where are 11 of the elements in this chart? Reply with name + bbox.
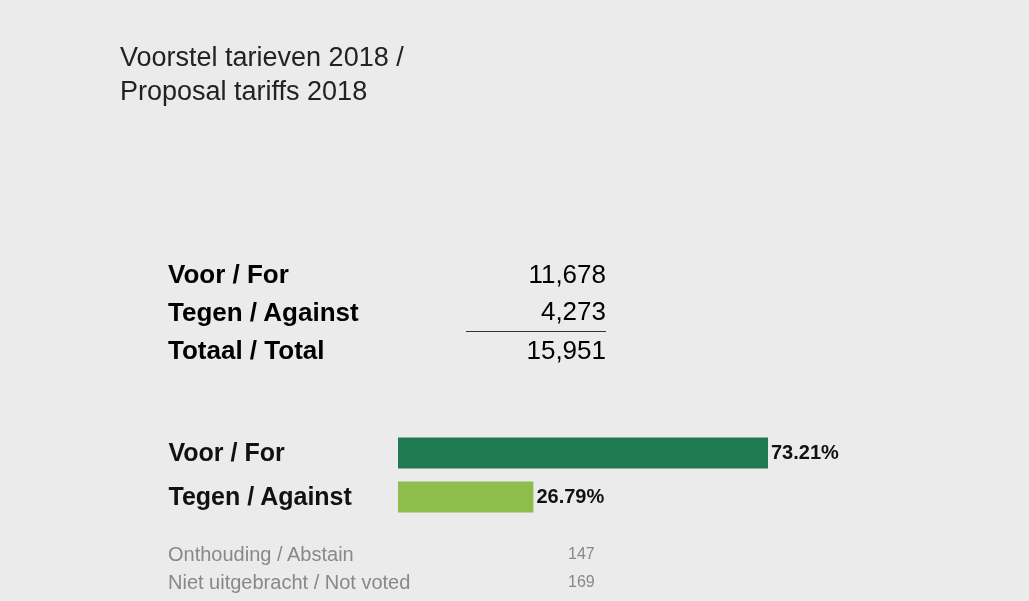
data-label: 73.21% bbox=[771, 441, 840, 463]
text: Niet uitgebracht / Not voted bbox=[168, 569, 412, 595]
data-label: 26.79% bbox=[536, 485, 605, 507]
text: 147 bbox=[568, 544, 596, 564]
text: 15,951 bbox=[466, 331, 606, 369]
text: 4,273 bbox=[539, 295, 606, 329]
text: Totaal / Total bbox=[168, 333, 326, 367]
text: 169 bbox=[568, 572, 596, 592]
text: 11,678 bbox=[527, 257, 606, 291]
chart-title: Voorstel tarieven 2018 / Proposal tariffs 2018 bbox=[120, 41, 404, 108]
text: Onthouding / Abstain bbox=[168, 541, 355, 567]
